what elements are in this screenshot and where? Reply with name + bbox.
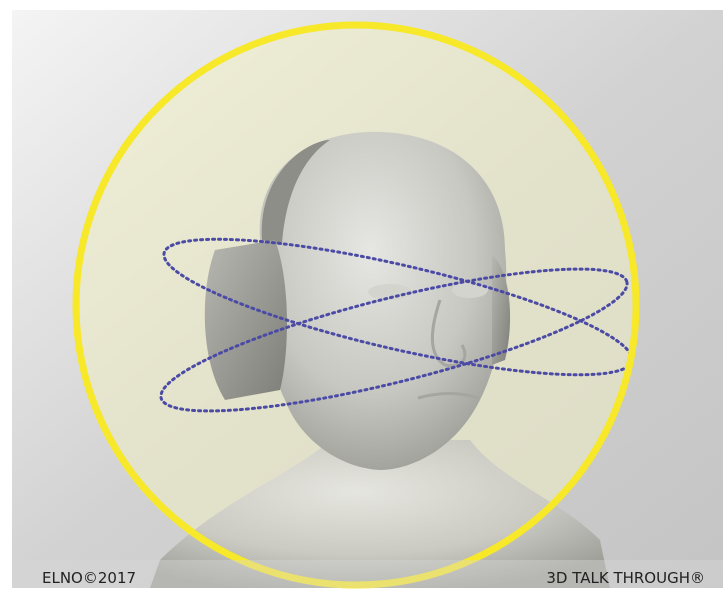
illustration: ELNO©2017 3D TALK THROUGH®	[0, 0, 723, 613]
left-ear-muff	[205, 240, 287, 400]
copyright: ELNO©2017	[42, 569, 136, 587]
page: ELNO©2017 3D TALK THROUGH® (() => { cons…	[0, 0, 723, 613]
product-name: 3D TALK THROUGH®	[546, 569, 705, 587]
